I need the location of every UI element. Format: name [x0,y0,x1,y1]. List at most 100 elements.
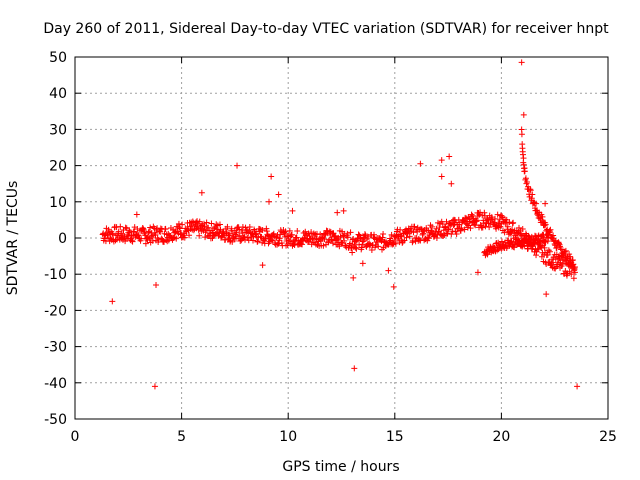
data-point [130,228,137,235]
data-point [118,230,125,237]
data-point [177,225,184,232]
data-point [510,219,517,226]
outlier-point [275,191,282,198]
data-point [352,244,359,251]
data-point [202,234,209,241]
data-point [409,239,416,246]
data-point [262,235,269,242]
data-point [226,232,233,239]
data-point [236,226,243,233]
data-point [503,219,510,226]
data-point [263,225,270,232]
x-axis-label: GPS time / hours [282,459,399,475]
data-point [309,236,316,243]
data-point [115,228,122,235]
data-point [186,232,193,239]
data-point [544,251,551,258]
data-point [497,223,504,230]
data-point [515,224,522,231]
data-point [181,234,188,241]
data-point [318,235,325,242]
x-tick-label: 10 [279,429,297,445]
data-point [138,235,145,242]
data-point [323,227,330,234]
data-point [391,237,398,244]
data-point [308,229,315,236]
outlier-point [268,173,275,180]
data-point [372,242,379,249]
data-point [561,248,568,255]
data-point [225,232,232,239]
data-point [479,224,486,231]
y-tick-label: -40 [44,376,67,392]
data-point [486,224,493,231]
data-point [481,209,488,216]
data-point [117,223,124,230]
data-point [444,230,451,237]
data-point [443,218,450,225]
outlier-point [350,274,357,281]
data-point [285,237,292,244]
outlier-point [518,59,525,66]
data-point [152,231,159,238]
outlier-point [543,291,550,298]
data-point [284,241,291,248]
x-tick-label: 15 [386,429,404,445]
data-point [545,247,552,254]
data-point [371,231,378,238]
data-point [203,219,210,226]
data-point [243,226,250,233]
data-point [353,245,360,252]
data-point [320,242,327,249]
data-point [355,231,362,238]
data-point [368,247,375,254]
outlier-point [359,260,366,267]
data-point [457,227,464,234]
data-point [278,239,285,246]
data-point [498,213,505,220]
data-point [509,220,516,227]
data-point [542,221,549,228]
data-point [336,243,343,250]
data-point [518,232,525,239]
data-point [388,231,395,238]
data-point [107,235,114,242]
data-point [254,238,261,245]
data-point [570,275,577,282]
data-point [176,224,183,231]
data-point [458,225,465,232]
data-point [208,220,215,227]
outlier-point [133,211,140,218]
outlier-point [438,157,445,164]
data-point [328,236,335,243]
data-point [449,228,456,235]
data-point [170,235,177,242]
data-point [145,229,152,236]
outlier-point [349,249,356,256]
data-point [469,212,476,219]
data-point [286,227,293,234]
data-point [550,259,557,266]
data-point [259,227,266,234]
data-point [229,238,236,245]
data-point [216,221,223,228]
data-point [201,223,208,230]
data-point [397,226,404,233]
data-point [392,240,399,247]
data-point [533,248,540,255]
outlier-point [234,162,241,169]
data-point [305,230,312,237]
data-point [196,232,203,239]
data-point [109,231,116,238]
data-point [473,218,480,225]
data-point [467,225,474,232]
data-point [550,232,557,239]
data-point [441,231,448,238]
data-point [403,234,410,241]
data-point [546,248,553,255]
y-tick-label: -10 [44,267,67,283]
data-point [541,222,548,229]
data-point [518,131,525,138]
data-point [547,226,554,233]
